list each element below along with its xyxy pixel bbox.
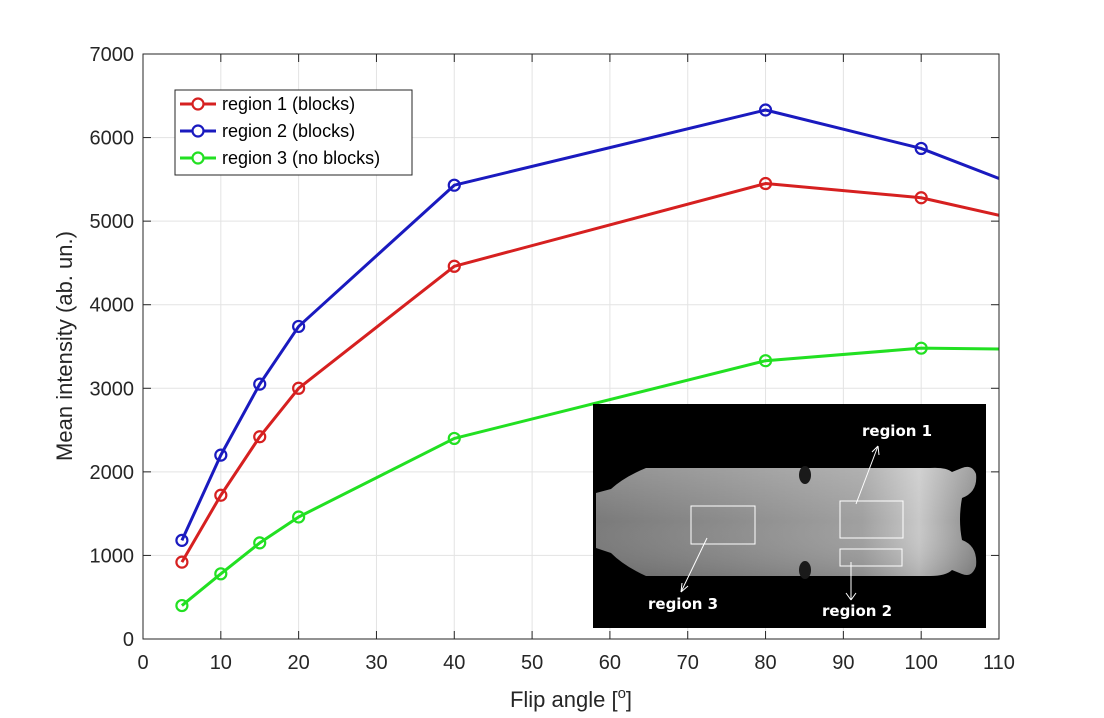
inset-phantom-shade <box>596 466 977 576</box>
x-tick-label: 40 <box>443 652 465 674</box>
legend-entry-3: region 3 (no blocks) <box>222 148 380 168</box>
inset-block-bottom <box>799 561 811 579</box>
inset-arrowhead-region-1 <box>871 445 880 456</box>
y-tick-label: 5000 <box>90 211 135 233</box>
series-1-point <box>214 488 228 502</box>
series-3-point <box>758 354 773 368</box>
series-1-point <box>447 259 461 273</box>
inset-block-top <box>799 466 811 484</box>
series-1-point <box>175 555 189 569</box>
series-1-point <box>253 430 267 444</box>
series-2-point <box>253 377 267 391</box>
x-tick-label: 90 <box>832 652 854 674</box>
y-tick-label: 7000 <box>90 44 135 66</box>
series-2-point <box>292 319 306 334</box>
x-tick-label: 20 <box>288 652 310 674</box>
inset-image: region 1 region 2 region 3 <box>593 404 986 628</box>
x-tick-label: 70 <box>677 652 699 674</box>
series-3-point <box>292 510 306 524</box>
y-tick-label: 3000 <box>90 378 135 400</box>
series-1-point <box>914 191 928 205</box>
x-tick-label: 30 <box>365 652 387 674</box>
series-layer <box>175 103 999 613</box>
series-3-point <box>447 431 461 446</box>
plot-frame <box>142 53 1000 640</box>
series-1-point <box>292 381 306 395</box>
axis-ticks: 0 10 20 30 40 50 60 70 80 90 100 110 0 1000 2000 3000 40… <box>90 44 1015 674</box>
series-2-point <box>447 178 461 192</box>
x-tick-label: 100 <box>904 652 937 674</box>
x-tick-label: 50 <box>521 652 543 674</box>
x-tick-label: 80 <box>754 652 776 674</box>
x-axis-label-sup: o <box>618 685 626 702</box>
x-tick-label: 60 <box>599 652 621 674</box>
y-tick-label: 6000 <box>90 128 135 150</box>
series-line-1 <box>180 182 999 563</box>
series-line-2 <box>180 108 999 542</box>
legend-marker-3 <box>191 151 205 165</box>
inset-arrow-region-3 <box>680 537 708 593</box>
x-tick-label: 10 <box>210 652 232 674</box>
series-3-point <box>175 598 189 613</box>
inset-label-region-1: region 1 <box>862 422 932 440</box>
series-2-point <box>175 533 189 547</box>
inset-arrowhead-region-3 <box>680 582 689 593</box>
y-tick-label: 0 <box>123 629 134 651</box>
inset-roi-region-2 <box>839 548 903 567</box>
inset-roi-region-3 <box>690 505 756 545</box>
series-2-point <box>214 448 228 462</box>
inset-roi-region-1 <box>839 500 904 539</box>
inset-arrowhead-region-2 <box>845 592 857 601</box>
y-tick-label: 2000 <box>90 462 135 484</box>
legend: region 1 (blocks) region 2 (blocks) region… <box>174 89 413 176</box>
series-line-3 <box>180 346 999 607</box>
series-2-point <box>758 103 773 117</box>
series-3-point <box>253 536 267 550</box>
x-axis-label-main: Flip angle [ <box>510 687 618 712</box>
legend-entry-1: region 1 (blocks) <box>222 94 355 114</box>
series-3-point <box>214 567 228 581</box>
y-axis-label: Mean intensity (ab. un.) <box>52 231 77 461</box>
inset-label-region-3: region 3 <box>648 595 718 613</box>
legend-marker-2 <box>191 124 205 138</box>
y-tick-label: 4000 <box>90 295 135 317</box>
series-1-point <box>758 176 773 191</box>
x-axis-label: Flip angle [o] <box>510 685 632 712</box>
inset-arrow-region-1 <box>855 445 879 505</box>
legend-entry-2: region 2 (blocks) <box>222 121 355 141</box>
y-tick-label: 1000 <box>90 545 135 567</box>
x-tick-label: 0 <box>137 652 148 674</box>
x-tick-label: 110 <box>983 652 1015 674</box>
x-axis-label-end: ] <box>626 687 632 712</box>
series-3-point <box>914 341 928 355</box>
inset-label-region-2: region 2 <box>822 602 892 620</box>
series-2-point <box>914 141 928 156</box>
legend-marker-1 <box>191 97 205 111</box>
